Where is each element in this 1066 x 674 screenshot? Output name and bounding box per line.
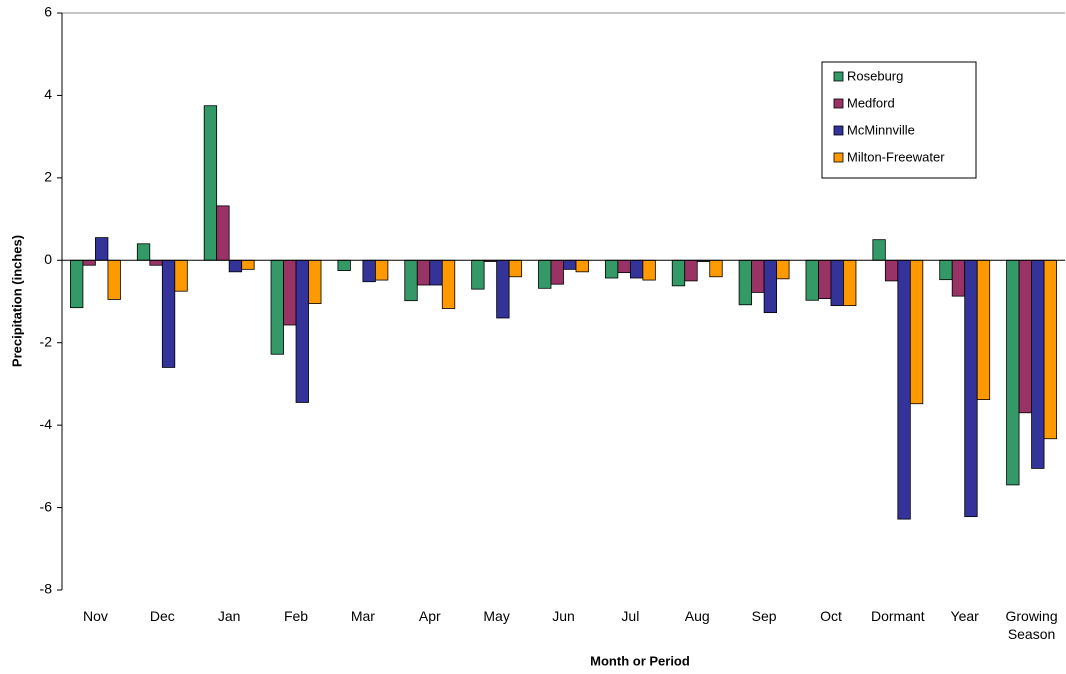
y-tick-label: -4 xyxy=(40,416,53,432)
x-tick-label: Sep xyxy=(751,608,777,624)
legend-label: Milton-Freewater xyxy=(847,149,945,164)
x-tick-label: Dormant xyxy=(870,608,925,624)
legend-label: Medford xyxy=(847,95,895,110)
legend-box xyxy=(821,61,977,179)
x-tick-label: Growing Season xyxy=(1005,608,1058,642)
bar xyxy=(228,259,243,273)
bar xyxy=(684,259,698,282)
bar xyxy=(441,259,456,309)
bar xyxy=(1006,259,1020,486)
bar xyxy=(538,259,552,289)
legend-label: Roseburg xyxy=(847,68,903,83)
y-tick-label: -6 xyxy=(40,498,53,514)
bar xyxy=(429,259,443,286)
x-tick-label: Jan xyxy=(217,608,241,624)
bar xyxy=(216,205,230,261)
bar xyxy=(136,243,151,261)
bar xyxy=(161,259,176,368)
bar xyxy=(976,259,991,400)
x-tick-label: Aug xyxy=(684,608,710,624)
bar xyxy=(270,259,284,355)
bar xyxy=(1018,259,1032,414)
bar xyxy=(843,259,857,307)
legend-swatch xyxy=(833,98,844,109)
bar xyxy=(830,259,844,307)
bar xyxy=(337,259,351,271)
bar xyxy=(283,259,297,326)
bar xyxy=(241,259,255,270)
bar xyxy=(751,259,765,293)
x-tick-label: Mar xyxy=(350,608,375,624)
bar xyxy=(95,237,109,261)
bar xyxy=(295,259,309,403)
bar xyxy=(642,259,656,281)
x-tick-label: May xyxy=(483,608,510,624)
y-tick-label: 0 xyxy=(44,251,52,267)
bar xyxy=(416,259,431,286)
bar xyxy=(107,259,121,300)
bar xyxy=(575,259,589,273)
bar xyxy=(82,259,96,266)
legend-swatch xyxy=(833,125,844,136)
bar xyxy=(805,259,819,301)
y-tick-label: -2 xyxy=(40,333,53,349)
bar xyxy=(604,259,619,279)
bar xyxy=(374,259,389,281)
bar xyxy=(362,259,376,283)
y-axis-title: Precipitation (inches) xyxy=(9,235,24,367)
bar xyxy=(550,259,564,285)
bar xyxy=(563,259,577,270)
bar xyxy=(471,259,485,290)
y-tick-label: -8 xyxy=(40,581,53,597)
y-tick-label: 6 xyxy=(44,4,52,20)
bar xyxy=(508,259,523,278)
bar xyxy=(939,259,953,281)
x-tick-label: Apr xyxy=(418,608,441,624)
bar xyxy=(738,259,752,306)
x-axis-title: Month or Period xyxy=(590,653,690,668)
bar xyxy=(70,259,84,309)
x-tick-label: Jun xyxy=(552,608,575,624)
bar xyxy=(1031,259,1045,469)
bar xyxy=(951,259,966,297)
bar xyxy=(872,239,886,261)
bar xyxy=(709,259,723,278)
y-tick-label: 2 xyxy=(44,169,52,185)
bar xyxy=(617,259,631,274)
x-tick-label: Oct xyxy=(820,608,842,624)
bar xyxy=(818,259,832,300)
x-tick-label: Dec xyxy=(149,608,175,624)
bar xyxy=(884,259,899,282)
legend-swatch xyxy=(833,71,844,82)
legend-label: McMinnville xyxy=(847,122,915,137)
bar xyxy=(776,259,790,280)
x-tick-label: Feb xyxy=(283,608,309,624)
x-tick-label: Year xyxy=(950,608,979,624)
legend-swatch xyxy=(833,152,844,163)
bar xyxy=(308,259,322,304)
bar xyxy=(629,259,644,279)
bar xyxy=(897,259,911,520)
y-tick-label: 4 xyxy=(44,86,52,102)
bar xyxy=(203,105,218,261)
bar xyxy=(909,259,924,405)
x-tick-label: Nov xyxy=(82,608,108,624)
bar xyxy=(174,259,188,292)
bar xyxy=(404,259,418,302)
bar xyxy=(964,259,978,518)
bar xyxy=(763,259,777,314)
x-tick-label: Jul xyxy=(621,608,640,624)
bar xyxy=(496,259,510,319)
bar xyxy=(149,259,163,266)
bar xyxy=(671,259,686,287)
bar xyxy=(1043,259,1057,440)
